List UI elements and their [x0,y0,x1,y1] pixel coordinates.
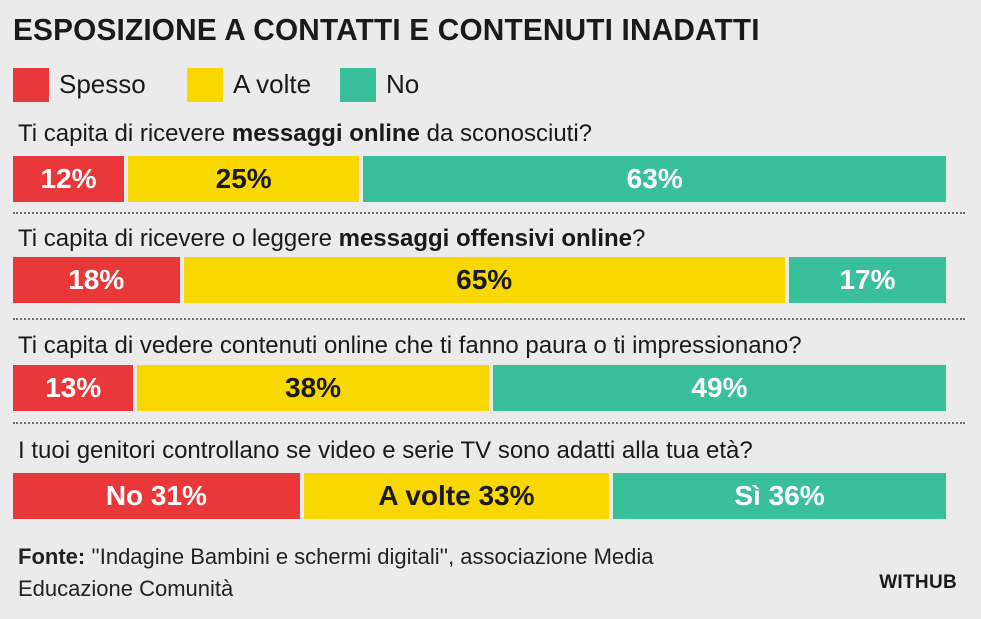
bar-segment-spesso: No 31% [13,473,300,519]
question-1: Ti capita di ricevere messaggi online da… [18,120,592,148]
legend-swatch-spesso [13,68,49,102]
question-4-pre: I tuoi genitori controllano se video e s… [18,437,753,464]
legend-swatch-no [340,68,376,102]
bar-value-label: No 31% [105,480,207,511]
bar-row-2: 18% 65% 17% [13,257,947,303]
question-1-bold: messaggi online [231,120,420,147]
legend-label-no: No [386,69,420,99]
bar-row-3: 13% 38% 49% [13,365,947,411]
bar-row-1: 12% 25% 63% [13,156,947,202]
bar-value-label: 25% [215,163,272,194]
bar-segment-no: 63% [363,156,947,202]
bar-segment-a-volte: A volte 33% [303,473,610,519]
row-divider-1 [13,212,965,214]
question-3: Ti capita di vedere contenuti online che… [18,332,802,360]
bar-segment-a-volte: 25% [128,156,360,202]
brand-logo: WITHUB [879,572,957,593]
bar-value-label: 18% [68,264,125,295]
bar-value-label: A volte 33% [378,480,535,511]
bar-segment-a-volte: 38% [137,365,489,411]
row-divider-2 [13,318,965,320]
bar-segment-spesso: 18% [13,257,180,303]
bar-segment-a-volte: 65% [183,257,785,303]
bar-value-label: 17% [839,264,896,295]
legend-label-a-volte: A volte [233,69,312,99]
source-note: Fonte: ''Indagine Bambini e schermi digi… [18,541,738,605]
bar-value-label: 65% [456,264,513,295]
question-2-bold: messaggi offensivi online [338,225,633,252]
bar-value-label: 38% [285,372,342,403]
bar-value-label: Sì 36% [734,480,825,511]
question-1-pre: Ti capita di ricevere [18,120,232,147]
legend-label-spesso: Spesso [59,69,146,99]
bar-value-label: 13% [45,372,102,403]
bar-value-label: 49% [691,372,748,403]
bar-segment-spesso: 13% [13,365,134,411]
row-divider-3 [13,422,965,424]
bar-segment-no: Sì 36% [613,473,946,519]
question-4: I tuoi genitori controllano se video e s… [18,437,753,465]
question-1-post: da sconosciuti? [419,120,593,147]
legend-swatch-a-volte [187,68,223,102]
bar-value-label: 12% [40,163,97,194]
bar-value-label: 63% [626,163,683,194]
bar-segment-spesso: 12% [13,156,124,202]
question-3-pre: Ti capita di vedere contenuti online che… [18,332,802,359]
question-2: Ti capita di ricevere o leggere messaggi… [18,225,645,253]
bar-segment-no: 17% [788,257,947,303]
question-2-post: ? [632,225,646,252]
source-text: ''Indagine Bambini e schermi digitali'',… [18,544,654,601]
bar-segment-no: 49% [492,365,947,411]
chart-title: ESPOSIZIONE A CONTATTI E CONTENUTI INADA… [13,12,760,47]
source-label: Fonte: [18,544,86,569]
question-2-pre: Ti capita di ricevere o leggere [18,225,339,252]
bar-row-4: No 31% A volte 33% Sì 36% [13,473,946,519]
